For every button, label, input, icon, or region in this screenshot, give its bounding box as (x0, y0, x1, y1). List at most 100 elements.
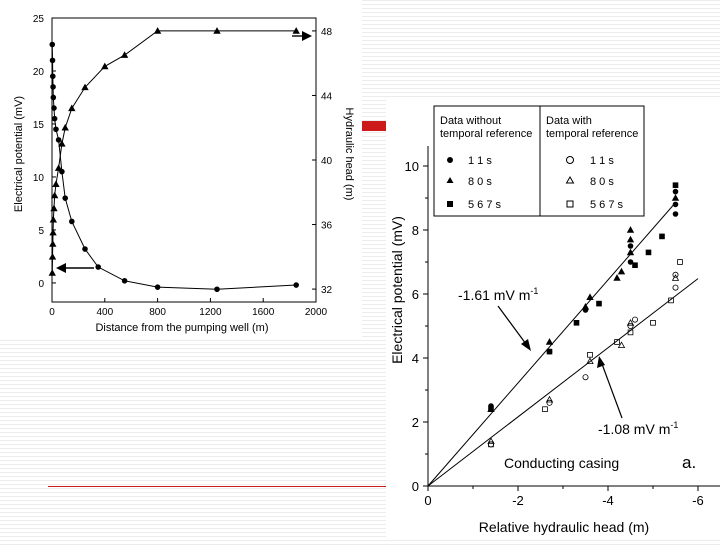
slope-lower-label: -1.08 mV m-1 (598, 420, 678, 437)
series-0-point (55, 137, 62, 143)
casing-label: Conducting casing (504, 455, 619, 471)
legend-box (433, 105, 645, 217)
series-3-point (672, 284, 679, 291)
series-1-point (617, 267, 626, 275)
x-tick-label: -2 (512, 493, 524, 508)
series-2-point (672, 182, 679, 189)
series-1-point (49, 215, 57, 223)
series-2-point (573, 319, 580, 326)
series-0-point (49, 57, 56, 64)
plot-frame (51, 17, 317, 303)
legend-marker-square-open (566, 200, 574, 208)
y-tick-label: 2 (412, 415, 419, 430)
series-3-point (627, 322, 634, 329)
y2-tick-label: 32 (321, 285, 333, 296)
series-1-point (213, 27, 221, 34)
series-0-point (49, 41, 56, 48)
legend-marker-triangle-open (565, 176, 575, 184)
series-4-point (671, 274, 680, 281)
y-tick-label: 20 (33, 67, 45, 78)
series-1-point (671, 194, 680, 201)
legend-time-80s-b: 8 0 s (590, 176, 614, 188)
y2-tick-label: 48 (321, 27, 333, 38)
series-1-point (101, 62, 109, 70)
legend-time-567s-b: 5 6 7 s (590, 199, 624, 211)
series-4-point (586, 357, 594, 365)
series-2-point (488, 406, 494, 412)
y-tick-label: 8 (412, 223, 419, 238)
series-0-point (62, 195, 68, 201)
x-tick-label: 1200 (199, 307, 222, 318)
series-4-point (626, 318, 635, 326)
series-1-point (49, 240, 57, 247)
y-tick-label: 5 (38, 226, 44, 237)
slope-lower-arrow (601, 363, 623, 419)
series-1-point (545, 338, 554, 345)
series-5-point (488, 441, 494, 448)
legend-time-80s-a: 8 0 s (468, 176, 492, 188)
series-0-point (121, 278, 128, 284)
fit-line-1 (427, 278, 699, 487)
series-1-point (586, 293, 594, 301)
series-1-point (626, 248, 635, 256)
series-5-point (627, 329, 634, 336)
series-1-point (153, 27, 162, 34)
series-0-point (627, 259, 634, 265)
series-0-line (51, 44, 297, 290)
slope-lower-arrowhead (597, 356, 605, 368)
series-4-point (487, 437, 495, 445)
legend-time-11s-a: 1 1 s (468, 155, 492, 167)
series-0-point (50, 84, 56, 90)
x-tick-label: 800 (149, 307, 166, 318)
legend-title-with: Data with temporal reference (546, 115, 638, 140)
series-1-point (48, 252, 57, 260)
y-axis-label: Electrical potential (mV) (13, 96, 25, 212)
series-2-point (546, 348, 553, 355)
legend-time-567s-a: 5 6 7 s (468, 199, 502, 211)
x-tick-label: 0 (424, 493, 431, 508)
x-tick-label: 0 (49, 307, 55, 318)
series-0-point (69, 218, 75, 225)
y2-tick-label: 36 (321, 221, 333, 232)
series-0-point (672, 188, 679, 195)
series-0-point (82, 246, 88, 252)
slope-upper-label: -1.61 mV m-1 (458, 286, 538, 303)
y2-tick-label: 44 (321, 91, 333, 102)
series-1-point (613, 274, 621, 281)
series-5-point (542, 406, 548, 412)
series-5-point (668, 297, 674, 304)
legend-marker-square-filled (447, 201, 453, 207)
red-accent-bar (360, 121, 388, 131)
chart-right-panel: Data without temporal reference Data wit… (386, 100, 720, 540)
red-divider-line (48, 486, 388, 487)
y2-tick-label: 40 (321, 156, 333, 167)
series-1-point (50, 204, 58, 212)
series-5-point (677, 259, 683, 265)
y-tick-label: 15 (33, 120, 45, 131)
y-tick-label: 4 (412, 351, 419, 366)
x-tick-label: 400 (96, 307, 113, 318)
series-2-point (659, 233, 665, 240)
y-tick-label: 6 (412, 287, 419, 302)
legend-title-without: Data without temporal reference (440, 115, 532, 140)
series-1-point (54, 164, 63, 171)
series-4-point (545, 395, 554, 403)
series-5-point (587, 351, 593, 358)
series-1-point (626, 226, 635, 233)
series-1-point (52, 180, 60, 188)
slope-upper-arrowhead (521, 339, 531, 351)
series-4-point (617, 341, 626, 349)
series-0-point (672, 201, 679, 208)
series-1-point (58, 140, 66, 147)
x-axis-label: Distance from the pumping well (m) (95, 322, 268, 334)
y-tick-label: 25 (33, 14, 45, 25)
series-1-point (50, 191, 59, 199)
series-5-point (614, 339, 620, 345)
series-1-point (626, 235, 635, 243)
x-tick-label: 1600 (252, 307, 275, 318)
series-0-point (214, 286, 220, 293)
y-axis-label: Electrical potential (mV) (389, 216, 405, 364)
series-3-point (672, 271, 679, 278)
x-axis-label: Relative hydraulic head (m) (479, 519, 649, 535)
series-2-point (632, 262, 638, 269)
